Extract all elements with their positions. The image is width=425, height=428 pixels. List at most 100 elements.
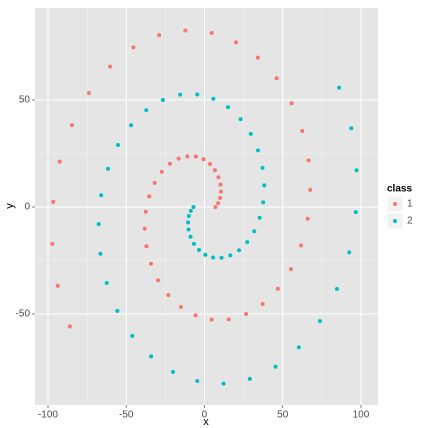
point xyxy=(195,92,200,97)
point xyxy=(99,193,104,198)
point xyxy=(115,308,120,313)
y-axis-title: y xyxy=(4,203,16,209)
point xyxy=(159,169,164,174)
point xyxy=(305,216,310,221)
point xyxy=(252,229,257,234)
point xyxy=(188,234,193,239)
point xyxy=(183,28,188,33)
point xyxy=(317,319,322,324)
point xyxy=(203,252,208,257)
point xyxy=(86,90,91,95)
point xyxy=(275,286,280,291)
point xyxy=(196,248,201,253)
point xyxy=(255,55,260,60)
point xyxy=(255,148,260,153)
y-tick-label: -50 xyxy=(16,309,31,320)
point xyxy=(260,301,265,306)
point xyxy=(335,287,340,292)
point xyxy=(212,168,217,173)
point xyxy=(218,196,223,201)
point xyxy=(166,292,171,297)
point xyxy=(260,165,265,170)
point xyxy=(156,278,161,283)
point xyxy=(211,255,216,260)
legend-marker xyxy=(393,219,397,223)
point xyxy=(193,313,198,318)
legend-marker xyxy=(393,202,397,206)
point xyxy=(262,183,267,188)
point xyxy=(143,209,148,214)
point xyxy=(209,317,214,322)
point xyxy=(186,227,191,232)
x-tick-label: 0 xyxy=(202,410,208,421)
x-tick-label: -100 xyxy=(38,410,58,421)
point xyxy=(211,96,216,101)
point xyxy=(354,168,359,173)
point xyxy=(147,194,152,199)
point xyxy=(244,312,249,317)
point xyxy=(296,345,301,350)
point xyxy=(178,92,183,97)
point xyxy=(347,250,352,255)
point xyxy=(167,161,172,166)
point xyxy=(115,142,120,147)
point xyxy=(226,317,231,322)
point xyxy=(308,187,313,192)
point xyxy=(193,154,198,159)
point xyxy=(144,244,149,249)
point xyxy=(108,64,113,69)
point xyxy=(186,220,191,225)
point xyxy=(216,201,221,206)
point xyxy=(144,108,149,113)
point xyxy=(201,157,206,162)
point xyxy=(274,76,279,81)
point xyxy=(219,255,224,260)
point xyxy=(57,159,62,164)
point xyxy=(185,154,190,159)
point xyxy=(188,208,193,213)
point xyxy=(69,123,74,128)
point xyxy=(51,199,56,204)
legend-title: class xyxy=(387,184,412,195)
x-tick-label: 50 xyxy=(277,410,289,421)
point xyxy=(261,200,266,205)
point xyxy=(186,214,191,219)
point xyxy=(149,354,154,359)
point xyxy=(245,240,250,245)
point xyxy=(142,226,147,231)
point xyxy=(55,283,60,288)
legend-label: 2 xyxy=(407,216,413,227)
point xyxy=(247,376,252,381)
point xyxy=(273,364,278,369)
point xyxy=(148,261,153,266)
point xyxy=(209,31,214,36)
point xyxy=(349,126,354,131)
point xyxy=(176,156,181,161)
point xyxy=(299,243,304,248)
point xyxy=(191,205,196,210)
x-tick-label: 100 xyxy=(353,410,370,421)
point xyxy=(195,379,200,384)
point xyxy=(289,101,294,106)
plot-panel xyxy=(35,8,378,405)
point xyxy=(67,324,72,329)
point xyxy=(353,210,358,215)
point xyxy=(238,117,243,122)
point xyxy=(218,182,223,187)
point xyxy=(306,158,311,163)
point xyxy=(237,248,242,253)
point xyxy=(213,205,218,210)
point xyxy=(221,381,226,386)
point xyxy=(105,166,110,171)
point xyxy=(207,162,212,167)
point xyxy=(191,241,196,246)
point xyxy=(225,105,230,110)
x-axis-title: x xyxy=(203,416,209,428)
point xyxy=(216,175,221,180)
point xyxy=(228,253,233,258)
point xyxy=(218,189,223,194)
point xyxy=(104,281,109,286)
point xyxy=(171,369,176,374)
point xyxy=(96,222,101,227)
